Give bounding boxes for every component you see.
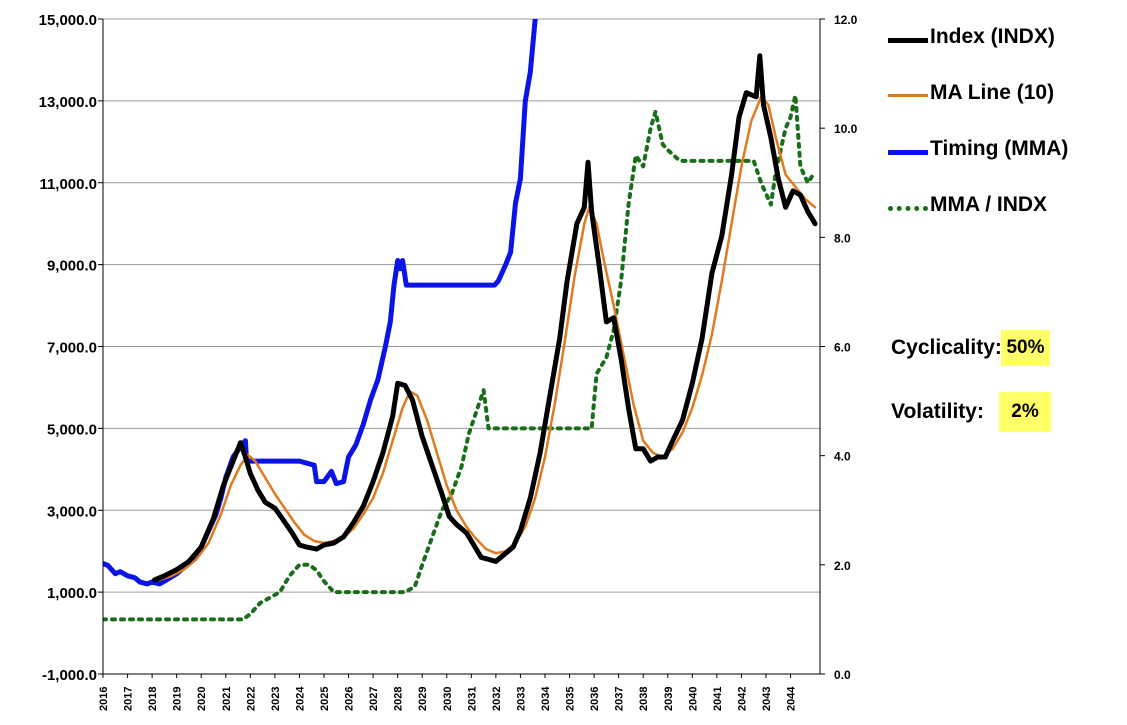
x-tick-label: 2040	[687, 687, 699, 711]
x-tick-label: 2032	[491, 687, 503, 711]
y-tick-label: 13,000.0	[39, 94, 97, 111]
x-tick-label: 2043	[761, 687, 773, 711]
legend-swatch-mma-ratio	[888, 206, 928, 211]
y2-tick-label: 2.0	[834, 559, 851, 573]
y2-tick-label: 6.0	[834, 341, 851, 355]
y-tick-label: 15,000.0	[39, 12, 97, 29]
x-tick-label: 2029	[417, 687, 429, 711]
x-tick-label: 2044	[786, 686, 798, 711]
legend-label-ma-line: MA Line (10)	[930, 81, 1055, 104]
x-tick-label: 2022	[245, 687, 257, 711]
x-tick-label: 2025	[319, 687, 331, 711]
y2-tick-label: 12.0	[834, 13, 858, 27]
y-tick-label: -1,000.0	[42, 667, 97, 684]
gridlines	[103, 18, 820, 675]
legend-item-mma-ratio: MMA / INDX	[888, 190, 1123, 246]
x-tick-label: 2018	[147, 687, 159, 711]
x-tick-label: 2033	[515, 687, 527, 711]
legend-label-mma-ratio: MMA / INDX	[930, 193, 1048, 216]
y-tick-label: 1,000.0	[47, 585, 97, 602]
x-tick-label: 2027	[368, 687, 380, 711]
series-line-index-indx	[152, 53, 818, 583]
legend-swatch-ma-line	[888, 94, 928, 97]
y2-tick-label: 0.0	[834, 668, 851, 682]
cyclicality-value: 50%	[1001, 330, 1050, 366]
volatility-value: 2%	[999, 392, 1051, 432]
y-tick-label: 7,000.0	[47, 340, 97, 357]
x-tick-label: 2034	[540, 686, 552, 711]
x-tick-label: 2021	[221, 687, 233, 711]
y-tick-label: 9,000.0	[47, 258, 97, 275]
legend-label-index: Index (INDX)	[930, 25, 1055, 48]
x-tick-label: 2039	[663, 687, 675, 711]
y2-tick-label: 10.0	[834, 122, 858, 136]
legend: Index (INDX) MA Line (10) Timing (MMA) M…	[888, 22, 1123, 246]
x-tick-label: 2038	[638, 687, 650, 711]
x-tick-label: 2028	[393, 687, 405, 711]
x-tick-label: 2041	[712, 687, 724, 711]
series-lines	[103, 19, 818, 622]
x-tick-label: 2031	[466, 687, 478, 711]
series-line-timing-mma	[103, 19, 538, 587]
x-tick-label: 2030	[442, 687, 454, 711]
legend-swatch-index	[888, 38, 928, 43]
volatility-label: Volatility:	[891, 400, 984, 423]
series-line-mma-indx	[103, 93, 818, 622]
axes: -1,000.0 1,000.0 3,000.0 5,000.0 7,000.0 9,00…	[39, 12, 858, 711]
x-tick-label: 2016	[98, 687, 110, 711]
x-tick-label: 2020	[196, 687, 208, 711]
x-tick-label: 2019	[172, 687, 184, 711]
x-tick-label: 2042	[736, 687, 748, 711]
cyclicality-label: Cyclicality:	[891, 336, 1002, 359]
series-line-ma-line-10	[158, 95, 817, 582]
legend-label-timing: Timing (MMA)	[930, 137, 1069, 160]
x-tick-label: 2037	[614, 687, 626, 711]
x-tick-label: 2036	[589, 687, 601, 711]
x-tick-label: 2024	[294, 686, 306, 711]
x-tick-label: 2023	[270, 687, 282, 711]
legend-item-timing: Timing (MMA)	[888, 134, 1123, 190]
legend-swatch-timing	[888, 150, 928, 155]
y-tick-label: 5,000.0	[47, 421, 97, 438]
y-tick-label: 3,000.0	[47, 503, 97, 520]
y2-tick-label: 8.0	[834, 231, 851, 245]
y-tick-label: 11,000.0	[39, 176, 97, 193]
y2-tick-label: 4.0	[834, 450, 851, 464]
x-tick-label: 2035	[565, 687, 577, 711]
legend-item-index: Index (INDX)	[888, 22, 1123, 78]
x-tick-label: 2017	[123, 687, 135, 711]
x-tick-label: 2026	[344, 687, 356, 711]
legend-item-ma-line: MA Line (10)	[888, 78, 1123, 134]
